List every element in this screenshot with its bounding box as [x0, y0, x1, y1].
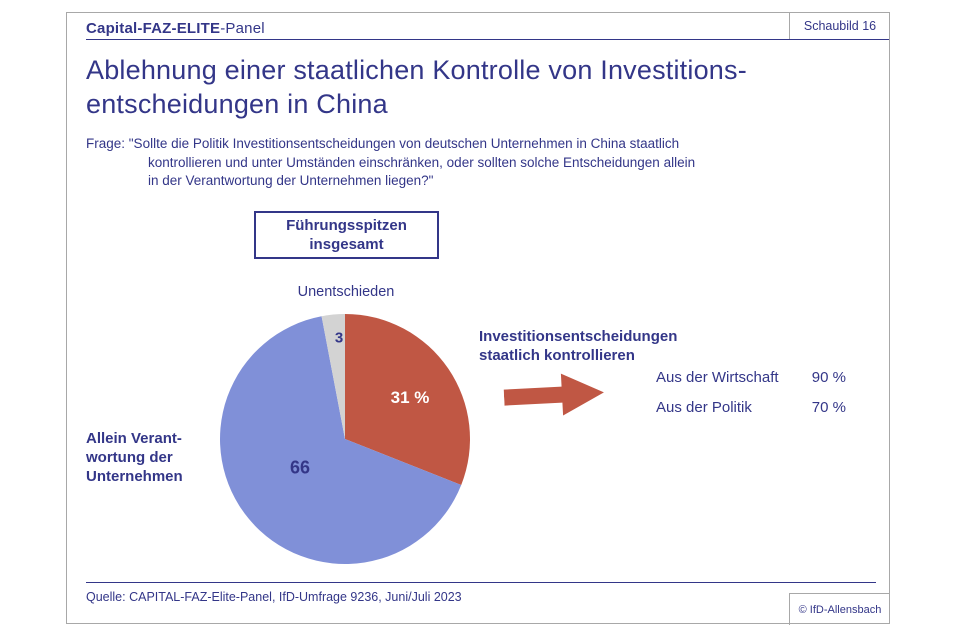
slice-value-control: 31 % — [390, 388, 430, 407]
brand-title-rest: -Panel — [220, 20, 265, 37]
pie-slice — [321, 314, 345, 439]
slide-frame: Capital-FAZ-ELITE-Panel Schaubild 16 Abl… — [66, 12, 890, 625]
header-underline — [86, 39, 889, 40]
copyright-box: © IfD-Allensbach — [789, 593, 890, 625]
slice-value-companies: 66 — [289, 457, 311, 478]
pie-chart — [219, 314, 470, 564]
pie-slice — [219, 316, 462, 564]
arrow-right-icon — [503, 373, 604, 416]
slide-number-box: Schaubild 16 — [789, 13, 890, 39]
undecided-label: Unentschieden — [297, 284, 395, 300]
survey-question-line3: in der Verantwortung der Unternehmen lie… — [148, 173, 434, 188]
survey-question-line2: kontrollieren und unter Umständen einsch… — [148, 154, 696, 170]
brand-title: Capital-FAZ-ELITE-Panel — [86, 20, 265, 37]
survey-question-line1: Frage: "Sollte die Politik Investitionse… — [86, 136, 680, 151]
slide-number: Schaubild 16 — [803, 19, 877, 33]
side-value-row: Aus der Politik 70 % — [656, 399, 846, 416]
left-slice-callout: Allein Verant- wortung der Unternehmen — [86, 430, 183, 485]
side-value-politik: 70 % — [811, 399, 846, 416]
footer-separator — [86, 582, 876, 583]
side-value-label-politik: Aus der Politik — [656, 399, 752, 416]
brand-title-bold: Capital-FAZ-ELITE — [86, 20, 221, 37]
side-value-wirtschaft: 90 % — [811, 369, 846, 386]
group-box: Führungsspitzen insgesamt — [254, 211, 439, 259]
side-value-row: Aus der Wirtschaft 90 % — [656, 369, 846, 386]
page-title: Ablehnung einer staatlichen Kontrolle vo… — [86, 55, 747, 119]
copyright-text: © IfD-Allensbach — [798, 603, 882, 616]
slice-value-undecided: 3 — [334, 329, 344, 347]
pie-slice — [345, 314, 470, 486]
survey-question: Frage: "Sollte die Politik Investitionse… — [86, 135, 695, 191]
side-value-label-wirtschaft: Aus der Wirtschaft — [656, 369, 779, 386]
right-slice-callout: Investitionsentscheidungen staatlich kon… — [479, 328, 678, 364]
source-note: Quelle: CAPITAL-FAZ-Elite-Panel, IfD-Umf… — [86, 590, 462, 604]
